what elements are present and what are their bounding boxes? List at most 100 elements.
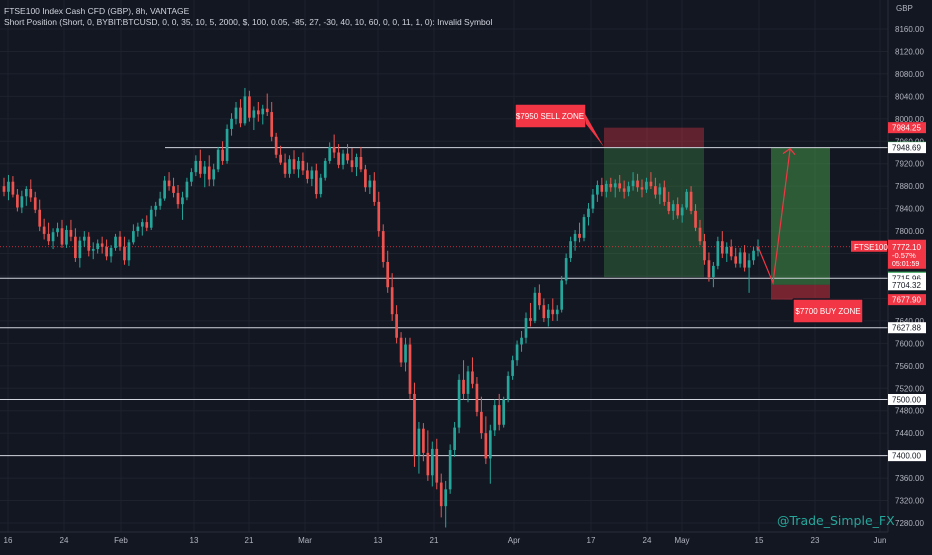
last-price-change: -0.57%	[892, 251, 916, 260]
y-tick-label: 7520.00	[895, 384, 924, 393]
candle-body	[752, 251, 755, 261]
candle-body	[627, 186, 630, 192]
candle-body	[230, 119, 233, 129]
candle-body	[551, 310, 554, 314]
candle-body	[601, 185, 604, 192]
candle-body	[123, 247, 126, 260]
candle-body	[543, 305, 546, 318]
candle-body	[110, 248, 113, 256]
candle-body	[690, 192, 693, 211]
price-label: 7677.90	[892, 296, 921, 305]
candle-body	[409, 344, 412, 393]
candle-body	[355, 157, 358, 167]
candle-body	[569, 241, 572, 258]
candle-body	[431, 449, 434, 475]
x-tick-label: 13	[374, 536, 383, 545]
candle-body	[565, 258, 568, 280]
candle-body	[609, 184, 612, 187]
candle-body	[489, 430, 492, 458]
candle-body	[364, 169, 367, 187]
candle-body	[382, 231, 385, 262]
candle-body	[168, 181, 171, 187]
candle-body	[534, 293, 537, 321]
candle-body	[498, 405, 501, 425]
sell-zone-pointer	[584, 112, 604, 147]
currency-label: GBP	[896, 4, 913, 13]
candle-body	[685, 192, 688, 208]
candle-body	[333, 147, 336, 153]
candle-body	[56, 228, 59, 232]
candle-body	[583, 217, 586, 238]
candle-body	[453, 428, 456, 450]
y-tick-label: 7480.00	[895, 407, 924, 416]
x-tick-label: May	[674, 536, 689, 545]
candle-body	[427, 453, 430, 475]
candle-body	[435, 449, 438, 483]
candle-body	[636, 181, 639, 188]
y-tick-label: 7440.00	[895, 429, 924, 438]
candle-body	[208, 167, 211, 180]
candle-body	[699, 228, 702, 241]
candle-body	[186, 182, 189, 198]
candle-body	[708, 260, 711, 277]
candle-body	[632, 181, 635, 187]
candle-body	[507, 376, 510, 400]
candle-body	[145, 222, 148, 228]
y-tick-label: 7920.00	[895, 160, 924, 169]
x-tick-label: Apr	[508, 536, 521, 545]
candle-body	[29, 189, 32, 197]
candle-body	[694, 211, 697, 228]
candle-body	[386, 262, 389, 287]
candle-body	[681, 208, 684, 216]
candle-body	[520, 338, 523, 345]
candle-body	[279, 155, 282, 163]
candle-body	[190, 172, 193, 182]
candle-body	[21, 196, 24, 207]
candle-body	[270, 112, 273, 137]
candle-body	[154, 206, 157, 210]
candle-body	[132, 231, 135, 242]
candle-body	[672, 204, 675, 211]
candle-body	[239, 108, 242, 124]
candle-body	[337, 153, 340, 165]
price-label: 7984.25	[892, 124, 921, 133]
candle-body	[560, 280, 563, 309]
candle-body	[377, 202, 380, 231]
candle-body	[556, 310, 559, 314]
candle-body	[623, 188, 626, 191]
candle-body	[284, 163, 287, 174]
x-tick-label: 23	[811, 536, 820, 545]
watermark: @Trade_Simple_FX	[777, 513, 895, 528]
candle-body	[293, 159, 296, 169]
candle-body	[16, 195, 19, 208]
candle-body	[114, 237, 117, 248]
candle-body	[52, 232, 55, 241]
candle-body	[395, 314, 398, 338]
candle-body	[654, 186, 657, 194]
y-tick-label: 7320.00	[895, 497, 924, 506]
x-tick-label: 24	[60, 536, 69, 545]
candle-body	[458, 380, 461, 428]
y-tick-label: 7360.00	[895, 474, 924, 483]
candle-body	[297, 161, 300, 169]
y-tick-label: 7800.00	[895, 227, 924, 236]
y-tick-label: 7840.00	[895, 205, 924, 214]
candle-body	[261, 109, 264, 115]
candle-body	[574, 234, 577, 241]
candle-body	[87, 237, 90, 251]
long-target-zone	[771, 148, 830, 285]
candle-body	[119, 237, 122, 247]
candle-body	[315, 170, 318, 194]
long-stop-zone	[771, 285, 830, 300]
candle-body	[342, 154, 345, 165]
candle-body	[650, 182, 653, 186]
x-tick-label: 16	[4, 536, 13, 545]
candle-body	[587, 209, 590, 217]
indicator-status: Short Position (Short, 0, BYBIT:BTCUSD, …	[4, 17, 492, 27]
short-target-zone	[604, 147, 704, 277]
candle-body	[328, 147, 331, 161]
candle-body	[141, 222, 144, 226]
candle-body	[47, 234, 50, 241]
candle-body	[79, 241, 82, 258]
